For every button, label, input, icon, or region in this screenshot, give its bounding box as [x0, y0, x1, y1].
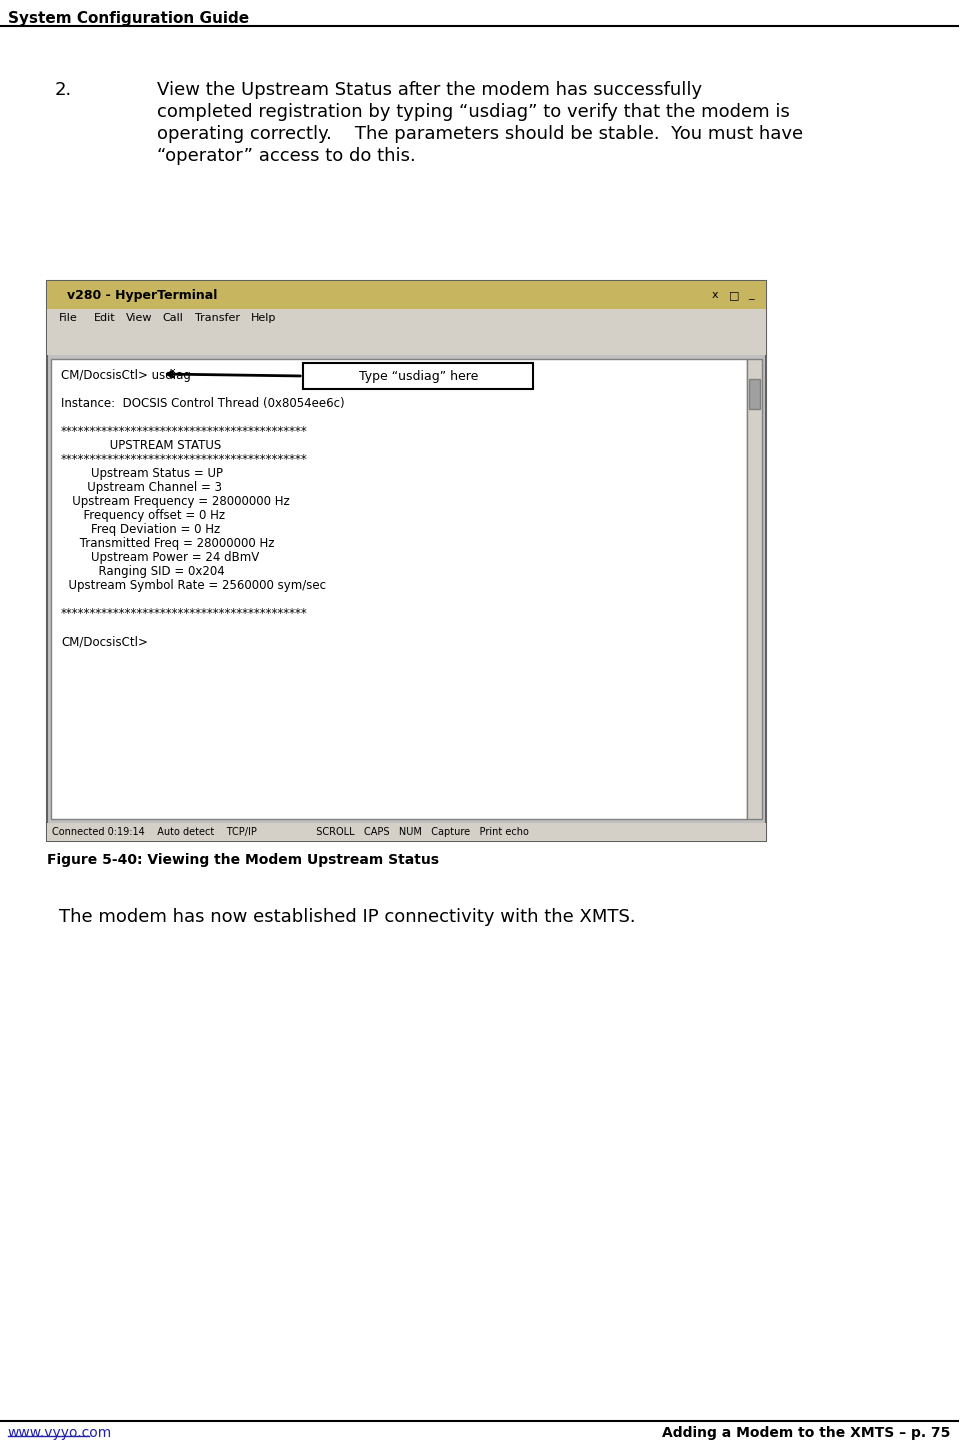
Text: “operator” access to do this.: “operator” access to do this.: [158, 147, 416, 165]
Text: □: □: [730, 290, 739, 300]
Text: operating correctly.    The parameters should be stable.  You must have: operating correctly. The parameters shou…: [158, 125, 804, 144]
Text: File: File: [59, 313, 78, 324]
Text: System Configuration Guide: System Configuration Guide: [8, 12, 249, 26]
Text: Upstream Channel = 3: Upstream Channel = 3: [61, 480, 222, 493]
Text: Ranging SID = 0x204: Ranging SID = 0x204: [61, 564, 225, 577]
Text: UPSTREAM STATUS: UPSTREAM STATUS: [61, 440, 221, 453]
Text: View: View: [126, 313, 153, 324]
FancyBboxPatch shape: [48, 281, 766, 309]
Text: View the Upstream Status after the modem has successfully: View the Upstream Status after the modem…: [158, 81, 702, 99]
Text: v280 - HyperTerminal: v280 - HyperTerminal: [67, 289, 217, 302]
Text: _: _: [748, 290, 754, 300]
Text: CM/DocsisCtl>: CM/DocsisCtl>: [61, 636, 148, 649]
FancyBboxPatch shape: [48, 823, 766, 842]
FancyBboxPatch shape: [48, 309, 766, 326]
FancyBboxPatch shape: [52, 358, 747, 818]
Text: ******************************************: ****************************************…: [61, 453, 308, 466]
FancyBboxPatch shape: [747, 358, 762, 818]
Text: 2.: 2.: [55, 81, 71, 99]
Text: Type “usdiag” here: Type “usdiag” here: [358, 370, 478, 383]
Text: Instance:  DOCSIS Control Thread (0x8054ee6c): Instance: DOCSIS Control Thread (0x8054e…: [61, 398, 345, 411]
Text: Transmitted Freq = 28000000 Hz: Transmitted Freq = 28000000 Hz: [61, 537, 275, 550]
Text: The modem has now established IP connectivity with the XMTS.: The modem has now established IP connect…: [59, 908, 636, 926]
Text: Transfer: Transfer: [195, 313, 240, 324]
Text: ******************************************: ****************************************…: [61, 425, 308, 438]
Text: x: x: [711, 290, 718, 300]
Text: Adding a Modem to the XMTS – p. 75: Adding a Modem to the XMTS – p. 75: [662, 1426, 951, 1439]
Text: Help: Help: [251, 313, 277, 324]
Text: Freq Deviation = 0 Hz: Freq Deviation = 0 Hz: [61, 522, 220, 535]
Text: Connected 0:19:14    Auto detect    TCP/IP                   SCROLL   CAPS   NUM: Connected 0:19:14 Auto detect TCP/IP SCR…: [53, 827, 529, 837]
FancyBboxPatch shape: [48, 326, 766, 355]
Text: Upstream Status = UP: Upstream Status = UP: [61, 467, 223, 480]
Text: Edit: Edit: [94, 313, 115, 324]
Text: ******************************************: ****************************************…: [61, 607, 308, 620]
FancyBboxPatch shape: [303, 363, 534, 389]
Text: Upstream Frequency = 28000000 Hz: Upstream Frequency = 28000000 Hz: [61, 495, 290, 508]
Text: www.vyyo.com: www.vyyo.com: [8, 1426, 112, 1439]
Text: Frequency offset = 0 Hz: Frequency offset = 0 Hz: [61, 509, 225, 522]
Text: completed registration by typing “usdiag” to verify that the modem is: completed registration by typing “usdiag…: [158, 103, 790, 120]
Text: Call: Call: [163, 313, 183, 324]
FancyBboxPatch shape: [749, 379, 760, 409]
Text: Figure 5-40: Viewing the Modem Upstream Status: Figure 5-40: Viewing the Modem Upstream …: [48, 853, 439, 868]
Text: Upstream Symbol Rate = 2560000 sym/sec: Upstream Symbol Rate = 2560000 sym/sec: [61, 579, 326, 592]
Text: Upstream Power = 24 dBmV: Upstream Power = 24 dBmV: [61, 551, 259, 564]
FancyBboxPatch shape: [48, 281, 766, 842]
Text: CM/DocsisCtl> usdiag: CM/DocsisCtl> usdiag: [61, 369, 191, 382]
